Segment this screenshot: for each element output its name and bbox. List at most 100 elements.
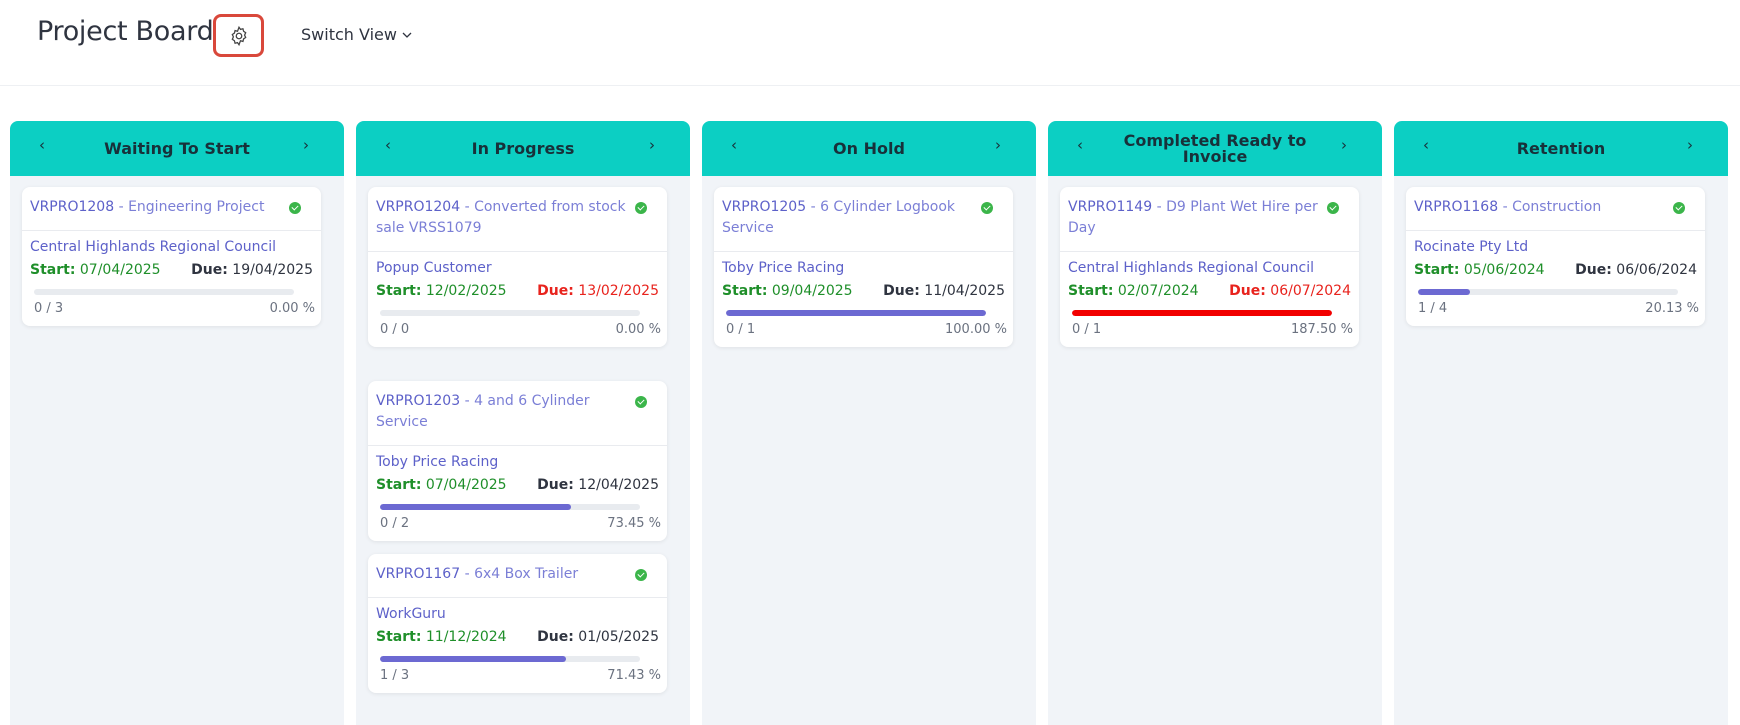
due-date: Due: 13/02/2025 <box>537 281 659 301</box>
project-card[interactable]: VRPRO1208 - Engineering Project Central H… <box>22 187 321 326</box>
customer-name[interactable]: Rocinate Pty Ltd <box>1414 239 1529 255</box>
column-next-arrow-icon[interactable]: › <box>1687 136 1693 154</box>
customer-name[interactable]: Central Highlands Regional Council <box>30 239 276 255</box>
start-value: 12/02/2025 <box>425 283 507 299</box>
project-code[interactable]: VRPRO1204 <box>376 199 461 215</box>
progress-bar <box>380 504 640 510</box>
title-separator: - <box>1498 199 1513 215</box>
project-name[interactable]: D9 Plant Wet Hire per Day <box>1068 199 1318 236</box>
column-title: Waiting To Start <box>104 138 250 158</box>
board-column: ‹ Completed Ready to Invoice › VRPRO1149 - … <box>1048 121 1382 725</box>
project-card[interactable]: VRPRO1205 - 6 Cylinder Logbook Service To… <box>714 187 1013 347</box>
title-separator: - <box>460 393 475 409</box>
start-value: 11/12/2024 <box>425 629 507 645</box>
progress-percent: 0.00 % <box>615 322 661 337</box>
column-header: ‹ Retention › <box>1394 121 1728 176</box>
due-label: Due: <box>883 283 920 299</box>
due-date: Due: 12/04/2025 <box>537 475 659 495</box>
due-value: 06/06/2024 <box>1616 262 1697 278</box>
project-card[interactable]: VRPRO1168 - Construction Rocinate Pty Ltd… <box>1406 187 1705 326</box>
card-title[interactable]: VRPRO1203 - 4 and 6 Cylinder Service <box>368 381 667 446</box>
progress-bar <box>726 310 986 316</box>
task-count: 0 / 3 <box>34 301 64 316</box>
project-card[interactable]: VRPRO1167 - 6x4 Box Trailer WorkGuru Start… <box>368 554 667 693</box>
project-code[interactable]: VRPRO1167 <box>376 566 461 582</box>
start-value: 07/04/2025 <box>79 262 161 278</box>
check-circle-icon <box>635 202 647 214</box>
card-title[interactable]: VRPRO1168 - Construction <box>1406 187 1705 231</box>
project-code[interactable]: VRPRO1149 <box>1068 199 1153 215</box>
column-next-arrow-icon[interactable]: › <box>649 136 655 154</box>
task-count: 1 / 4 <box>1418 301 1448 316</box>
due-value: 13/02/2025 <box>578 283 659 299</box>
progress-percent: 20.13 % <box>1645 301 1699 316</box>
progress-percent: 187.50 % <box>1291 322 1353 337</box>
top-bar: Project Board Switch View <box>0 0 1740 86</box>
project-code[interactable]: VRPRO1168 <box>1414 199 1499 215</box>
column-title: Completed Ready to Invoice <box>1123 130 1307 166</box>
project-card[interactable]: VRPRO1149 - D9 Plant Wet Hire per Day Cen… <box>1060 187 1359 347</box>
project-card[interactable]: VRPRO1203 - 4 and 6 Cylinder Service Toby… <box>368 381 667 541</box>
progress-bar <box>380 310 640 316</box>
start-label: Start: <box>376 477 422 493</box>
progress-info: 0 / 0 0.00 % <box>368 316 667 347</box>
project-card[interactable]: VRPRO1204 - Converted from stock sale VR… <box>368 187 667 347</box>
column-header: ‹ On Hold › <box>702 121 1036 176</box>
due-value: 11/04/2025 <box>924 283 1005 299</box>
start-label: Start: <box>722 283 768 299</box>
project-code[interactable]: VRPRO1205 <box>722 199 807 215</box>
progress-fill <box>380 504 571 510</box>
progress-percent: 71.43 % <box>607 668 661 683</box>
switch-view-dropdown[interactable]: Switch View <box>301 25 413 44</box>
progress-fill <box>380 656 566 662</box>
column-title: On Hold <box>833 138 905 158</box>
due-date: Due: 19/04/2025 <box>191 260 313 280</box>
settings-button[interactable] <box>213 14 264 57</box>
board-column: ‹ Waiting To Start › VRPRO1208 - Engineerin… <box>10 121 344 725</box>
card-title[interactable]: VRPRO1205 - 6 Cylinder Logbook Service <box>714 187 1013 252</box>
customer-name[interactable]: Central Highlands Regional Council <box>1068 260 1314 276</box>
due-date: Due: 11/04/2025 <box>883 281 1005 301</box>
progress-info: 0 / 1 100.00 % <box>714 316 1013 347</box>
column-next-arrow-icon[interactable]: › <box>303 136 309 154</box>
project-code[interactable]: VRPRO1203 <box>376 393 461 409</box>
progress-info: 1 / 3 71.43 % <box>368 662 667 693</box>
column-next-arrow-icon[interactable]: › <box>995 136 1001 154</box>
start-date: Start: 11/12/2024 <box>376 627 507 647</box>
check-circle-icon <box>981 202 993 214</box>
start-date: Start: 02/07/2024 <box>1068 281 1199 301</box>
card-title[interactable]: VRPRO1204 - Converted from stock sale VR… <box>368 187 667 252</box>
project-name[interactable]: 4 and 6 Cylinder Service <box>376 393 590 430</box>
project-name[interactable]: Converted from stock sale VRSS1079 <box>376 199 626 236</box>
column-prev-arrow-icon[interactable]: ‹ <box>731 136 737 154</box>
task-count: 0 / 1 <box>1072 322 1102 337</box>
column-prev-arrow-icon[interactable]: ‹ <box>385 136 391 154</box>
start-label: Start: <box>30 262 76 278</box>
project-name[interactable]: Construction <box>1512 199 1602 215</box>
due-label: Due: <box>537 477 574 493</box>
progress-info: 0 / 2 73.45 % <box>368 510 667 541</box>
project-name[interactable]: 6x4 Box Trailer <box>474 566 579 582</box>
card-title[interactable]: VRPRO1167 - 6x4 Box Trailer <box>368 554 667 598</box>
progress-info: 0 / 3 0.00 % <box>22 295 321 326</box>
project-code[interactable]: VRPRO1208 <box>30 199 115 215</box>
progress-fill <box>1072 310 1332 316</box>
customer-name[interactable]: Popup Customer <box>376 260 492 276</box>
customer-name[interactable]: WorkGuru <box>376 606 446 622</box>
progress-percent: 0.00 % <box>269 301 315 316</box>
card-title[interactable]: VRPRO1208 - Engineering Project <box>22 187 321 231</box>
customer-name[interactable]: Toby Price Racing <box>722 260 845 276</box>
column-title: In Progress <box>471 138 575 158</box>
column-header: ‹ Waiting To Start › <box>10 121 344 176</box>
progress-bar <box>380 656 640 662</box>
column-next-arrow-icon[interactable]: › <box>1341 136 1347 154</box>
progress-bar <box>34 289 294 295</box>
column-prev-arrow-icon[interactable]: ‹ <box>1077 136 1083 154</box>
project-name[interactable]: 6 Cylinder Logbook Service <box>722 199 955 236</box>
column-prev-arrow-icon[interactable]: ‹ <box>1423 136 1429 154</box>
card-title[interactable]: VRPRO1149 - D9 Plant Wet Hire per Day <box>1060 187 1359 252</box>
project-name[interactable]: Engineering Project <box>128 199 265 215</box>
column-prev-arrow-icon[interactable]: ‹ <box>39 136 45 154</box>
customer-name[interactable]: Toby Price Racing <box>376 454 499 470</box>
title-separator: - <box>460 566 475 582</box>
